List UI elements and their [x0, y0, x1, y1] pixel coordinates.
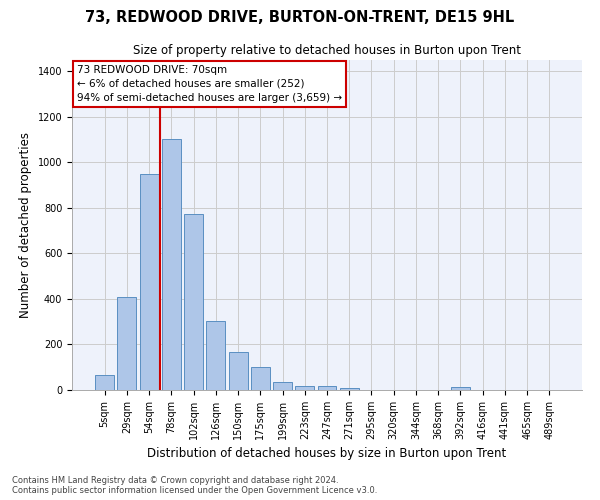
Bar — [140, 174, 158, 390]
Bar — [162, 138, 181, 390]
Bar — [273, 382, 292, 390]
X-axis label: Distribution of detached houses by size in Burton upon Trent: Distribution of detached houses by size … — [148, 448, 506, 460]
Bar — [251, 367, 270, 390]
Bar — [317, 386, 337, 390]
Bar — [95, 375, 114, 390]
Bar — [451, 387, 470, 390]
Bar — [118, 296, 136, 390]
Bar — [206, 320, 225, 390]
Bar — [229, 352, 248, 390]
Bar — [184, 214, 203, 390]
Y-axis label: Number of detached properties: Number of detached properties — [19, 132, 32, 318]
Bar — [340, 388, 359, 390]
Title: Size of property relative to detached houses in Burton upon Trent: Size of property relative to detached ho… — [133, 44, 521, 58]
Text: 73 REDWOOD DRIVE: 70sqm
← 6% of detached houses are smaller (252)
94% of semi-de: 73 REDWOOD DRIVE: 70sqm ← 6% of detached… — [77, 65, 342, 103]
Text: Contains HM Land Registry data © Crown copyright and database right 2024.
Contai: Contains HM Land Registry data © Crown c… — [12, 476, 377, 495]
Bar — [295, 386, 314, 390]
Text: 73, REDWOOD DRIVE, BURTON-ON-TRENT, DE15 9HL: 73, REDWOOD DRIVE, BURTON-ON-TRENT, DE15… — [85, 10, 515, 25]
